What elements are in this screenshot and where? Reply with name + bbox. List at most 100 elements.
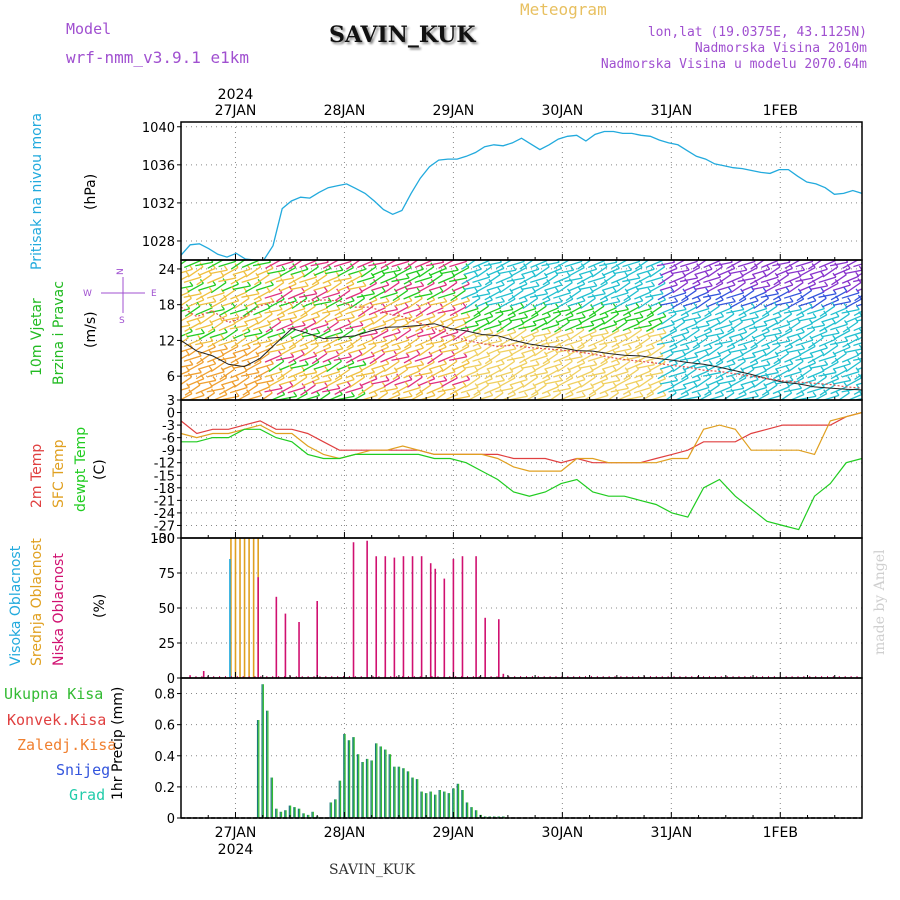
- y-tick-label: 0.6: [154, 719, 175, 734]
- station-title: SAVIN_KUK: [329, 22, 476, 48]
- top-date-label: 30JAN: [541, 103, 583, 119]
- precip-bar-graupel: [256, 720, 259, 818]
- precip-bar-total: [299, 808, 301, 818]
- precip-label-snow: Snijeg: [56, 761, 111, 779]
- y-tick-label: 25: [158, 637, 175, 652]
- precip-label-conv: Konvek.Kisa: [7, 711, 107, 729]
- precip-bar-graupel: [311, 811, 313, 818]
- frame-layer: [177, 121, 863, 819]
- precip-bar-total: [280, 811, 283, 818]
- precip-bar-total: [344, 734, 346, 818]
- precip-bar-total: [476, 810, 478, 818]
- precip-bar-graupel: [270, 777, 272, 818]
- precip-bar-graupel: [361, 762, 363, 818]
- precip-bar-graupel: [329, 802, 331, 818]
- precip-bar-graupel: [402, 768, 404, 818]
- precip-bar-total: [358, 754, 360, 818]
- precip-bar-total: [480, 814, 482, 818]
- model-label: Model: [66, 20, 112, 38]
- top-date-label: 31JAN: [650, 103, 692, 119]
- precip-bar-graupel: [275, 808, 277, 818]
- precip-bar-total: [453, 788, 455, 818]
- precip-bar-total: [412, 777, 414, 818]
- precip-bar-graupel: [406, 771, 408, 818]
- precip-bar-graupel: [474, 810, 477, 818]
- wind-speed-line: [180, 323, 863, 391]
- precip-bar-graupel: [297, 808, 300, 818]
- altitude-label: Nadmorska Visina 2010m: [694, 41, 867, 56]
- precip-bar-total: [285, 810, 287, 818]
- y-tick-label: -27: [154, 519, 175, 534]
- bottom-date-label: 31JAN: [650, 825, 692, 841]
- precip-bar-graupel: [374, 743, 377, 818]
- precip-bar-graupel: [488, 816, 490, 818]
- compass-n-label: N: [116, 268, 126, 275]
- precip-bar-graupel: [483, 816, 486, 818]
- precip-bar-total: [435, 794, 437, 818]
- precip-bar-total: [498, 816, 501, 818]
- precip-bar-total: [467, 802, 469, 818]
- bottom-year-label: 2024: [218, 842, 254, 858]
- precip-bar-total: [294, 807, 296, 818]
- y-tick-label: -9: [162, 444, 175, 459]
- precip-bar-total: [362, 762, 364, 818]
- precip-bar-graupel: [452, 788, 454, 818]
- precip-bar-total: [389, 754, 392, 818]
- wind-layer: N W E S: [83, 260, 862, 400]
- precip-bar-graupel: [334, 799, 336, 818]
- precip-bar-total: [303, 813, 305, 818]
- y-tick-label: -12: [154, 457, 175, 472]
- precip-bar-graupel: [356, 754, 359, 818]
- y-tick-label: -21: [154, 494, 175, 509]
- precip-bar-total: [457, 783, 460, 818]
- precip-bar-graupel: [424, 793, 427, 818]
- precip-bar-total: [494, 816, 496, 818]
- precip-bar-total: [258, 720, 260, 818]
- bottom-date-label: 1FEB: [763, 825, 798, 841]
- precip-bar-total: [471, 807, 473, 818]
- y-tick-label: 18: [158, 299, 175, 314]
- precip-bar-total: [317, 816, 319, 818]
- precip-bar-graupel: [352, 737, 354, 818]
- precip-bar-total: [489, 816, 491, 818]
- precip-bar-graupel: [284, 810, 286, 818]
- precip-bar-graupel: [388, 754, 390, 818]
- precip-bar-total: [408, 771, 410, 818]
- precip-bar-graupel: [338, 780, 340, 818]
- bottom-date-label: 28JAN: [324, 825, 366, 841]
- y-tick-label: 3: [167, 394, 175, 409]
- y-tick-label: 12: [158, 334, 175, 349]
- precip-bar-graupel: [288, 805, 290, 818]
- precip-bar-total: [403, 768, 405, 818]
- precip-bar-graupel: [493, 816, 495, 818]
- model-altitude-label: Nadmorska Visina u modelu 2070.64m: [600, 57, 867, 72]
- precip-bar-total: [385, 749, 387, 818]
- top-date-label: 29JAN: [433, 103, 475, 119]
- y-tick-label: 0.2: [154, 781, 175, 796]
- precip-bar-graupel: [461, 790, 463, 818]
- y-tick-label: -18: [154, 482, 175, 497]
- y-tick-label: 50: [158, 602, 175, 617]
- y-tick-label: 0: [167, 672, 175, 687]
- precip-bar-graupel: [293, 807, 295, 818]
- precip-bar-total: [417, 779, 419, 818]
- precip-bar-graupel: [411, 777, 413, 818]
- precip-bar-graupel: [443, 791, 445, 818]
- y-tick-label: 1040: [142, 121, 175, 136]
- model-name: wrf-nmm_v3.9.1 e1km: [66, 48, 250, 67]
- y-tick-label: -3: [162, 419, 175, 434]
- y-tick-label: -6: [162, 432, 175, 447]
- precip-bar-graupel: [447, 793, 449, 818]
- precip-bar-total: [376, 743, 378, 818]
- precip-bar-total: [262, 684, 264, 818]
- top-date-label: 1FEB: [763, 103, 798, 119]
- precip-bar-graupel: [429, 791, 431, 818]
- precip-bar-total: [289, 805, 292, 818]
- precip-bar-graupel: [420, 791, 422, 818]
- bottom-date-label: 30JAN: [541, 825, 583, 841]
- precip-bar-total: [380, 746, 383, 818]
- wind-barbs: [181, 260, 862, 400]
- precip-bar-graupel: [502, 816, 504, 818]
- y-tick-label: 75: [158, 567, 175, 582]
- precip-bar-total: [503, 816, 505, 818]
